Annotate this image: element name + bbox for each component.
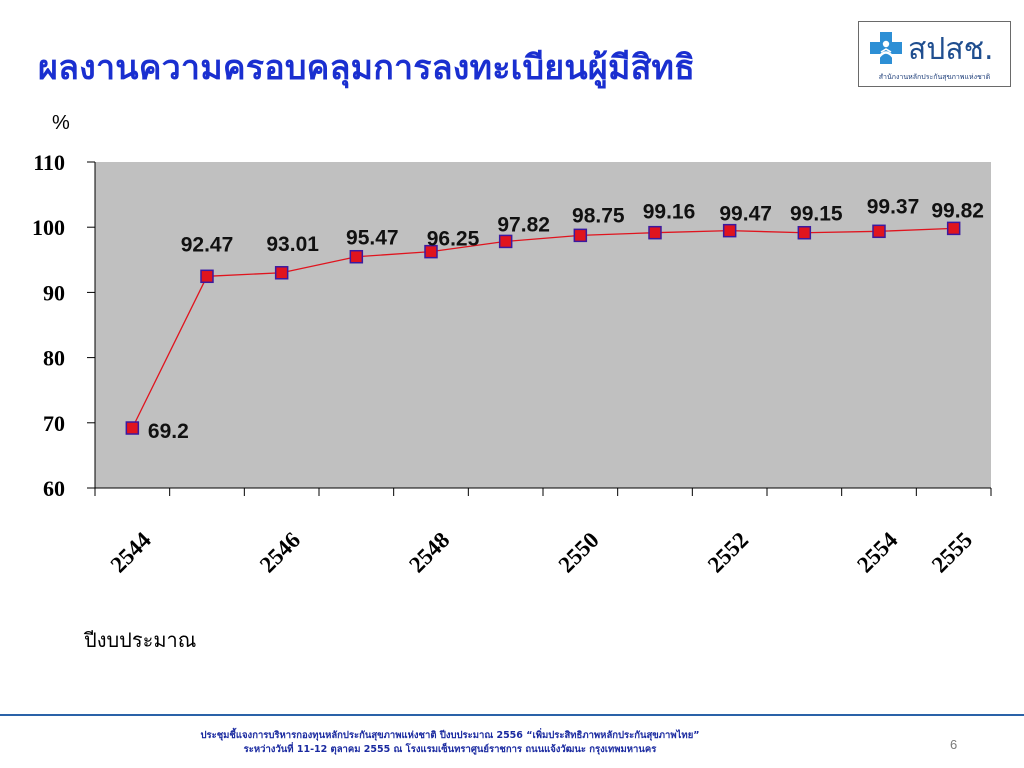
data-label: 97.82 [497,213,550,236]
footer-line-2: ระหว่างวันที่ 11-12 ตุลาคม 2555 ณ โรงแรม… [243,744,657,755]
x-tick-label: 2546 [255,527,305,577]
data-point [946,221,961,236]
data-point [648,225,662,240]
footer-divider [0,714,1024,716]
y-tick-label: 90 [43,280,65,305]
y-tick-label: 110 [33,150,65,175]
coverage-line-chart: 60 70 80 90 100 110 2544 2546 2548 2550 2552 2554 2… [32,112,992,652]
series-line [131,227,954,429]
data-label: 93.01 [266,233,319,256]
y-tick-label: 100 [32,215,65,240]
data-point [722,223,737,238]
data-point [498,234,513,249]
data-point [125,421,140,435]
data-label: 99.47 [719,203,772,226]
y-tick-label: 80 [43,346,65,371]
x-tick-label: 2554 [852,527,903,578]
y-axis-label: % [52,112,70,134]
y-tick-label: 60 [43,476,65,501]
data-label: 92.47 [181,233,234,256]
x-tick-label: 2552 [703,527,753,577]
data-point [872,224,886,239]
data-label: 95.47 [346,227,399,250]
x-tick-label: 2548 [404,527,454,577]
x-tick-label: 2555 [927,527,977,577]
data-label: 69.2 [148,420,189,443]
footer-line-1: ประชุมชี้แจงการบริหารกองทุนหลักประกันสุข… [200,730,700,741]
x-tick-label: 2550 [554,527,604,577]
data-point [797,225,812,240]
data-point [349,249,364,264]
logo-name: สปสช. [908,32,994,67]
data-label: 96.25 [427,228,480,251]
data-label: 98.75 [572,204,625,227]
page-number: 6 [950,737,958,752]
data-label: 99.82 [931,199,984,222]
slide-title: ผลงานความครอบคลุมการลงทะเบียนผู้มีสิทธิ [38,48,696,88]
data-label: 99.16 [643,201,696,224]
x-axis-label: ปีงบประมาณ [84,628,197,652]
data-point [200,269,214,284]
nhso-logo: สปสช. สำนักงานหลักประกันสุขภาพแห่งชาติ [858,21,1011,87]
y-tick-label: 70 [43,411,65,436]
health-cross-icon [868,30,904,66]
plot-area [95,162,991,488]
data-point [573,228,588,243]
x-tick-label: 2544 [106,527,157,578]
data-label: 99.15 [790,203,843,226]
data-point [274,266,289,280]
logo-subtitle: สำนักงานหลักประกันสุขภาพแห่งชาติ [878,73,991,81]
footer: ประชุมชี้แจงการบริหารกองทุนหลักประกันสุข… [0,729,900,757]
data-label: 99.37 [867,195,920,218]
data-point [424,244,438,259]
